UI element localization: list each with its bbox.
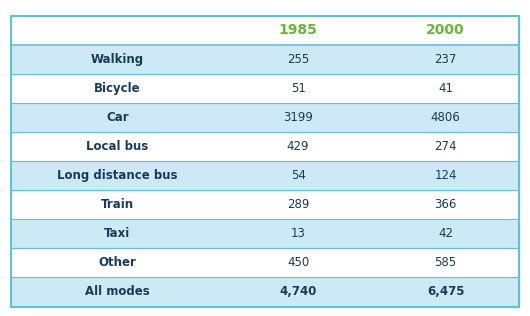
Text: 4,740: 4,740 xyxy=(279,285,317,299)
Text: 450: 450 xyxy=(287,256,309,270)
Text: Long distance bus: Long distance bus xyxy=(57,169,178,182)
Text: 4806: 4806 xyxy=(431,111,461,124)
Text: 1985: 1985 xyxy=(279,23,317,37)
Text: 274: 274 xyxy=(435,140,457,153)
Text: Taxi: Taxi xyxy=(104,227,130,240)
Text: 51: 51 xyxy=(290,82,305,95)
Bar xyxy=(11,277,519,307)
Text: Local bus: Local bus xyxy=(86,140,148,153)
Text: 289: 289 xyxy=(287,198,310,211)
Bar xyxy=(11,74,519,103)
Text: 13: 13 xyxy=(290,227,305,240)
Bar xyxy=(11,190,519,219)
Bar xyxy=(11,248,519,277)
Text: 54: 54 xyxy=(290,169,305,182)
Text: 255: 255 xyxy=(287,53,309,66)
Bar xyxy=(11,219,519,248)
Text: 42: 42 xyxy=(438,227,453,240)
Bar xyxy=(11,132,519,161)
Text: Walking: Walking xyxy=(91,53,144,66)
Bar xyxy=(11,16,519,45)
Text: Bicycle: Bicycle xyxy=(94,82,141,95)
Text: 429: 429 xyxy=(287,140,310,153)
Text: 3199: 3199 xyxy=(283,111,313,124)
Text: 2000: 2000 xyxy=(426,23,465,37)
Text: 124: 124 xyxy=(435,169,457,182)
Text: Car: Car xyxy=(106,111,129,124)
Bar xyxy=(11,103,519,132)
Text: 585: 585 xyxy=(435,256,457,270)
Bar xyxy=(11,45,519,74)
Text: 366: 366 xyxy=(435,198,457,211)
Text: Other: Other xyxy=(99,256,136,270)
Text: All modes: All modes xyxy=(85,285,150,299)
Bar xyxy=(11,161,519,190)
Text: 41: 41 xyxy=(438,82,453,95)
Text: 6,475: 6,475 xyxy=(427,285,464,299)
Text: Train: Train xyxy=(101,198,134,211)
Text: 237: 237 xyxy=(435,53,457,66)
